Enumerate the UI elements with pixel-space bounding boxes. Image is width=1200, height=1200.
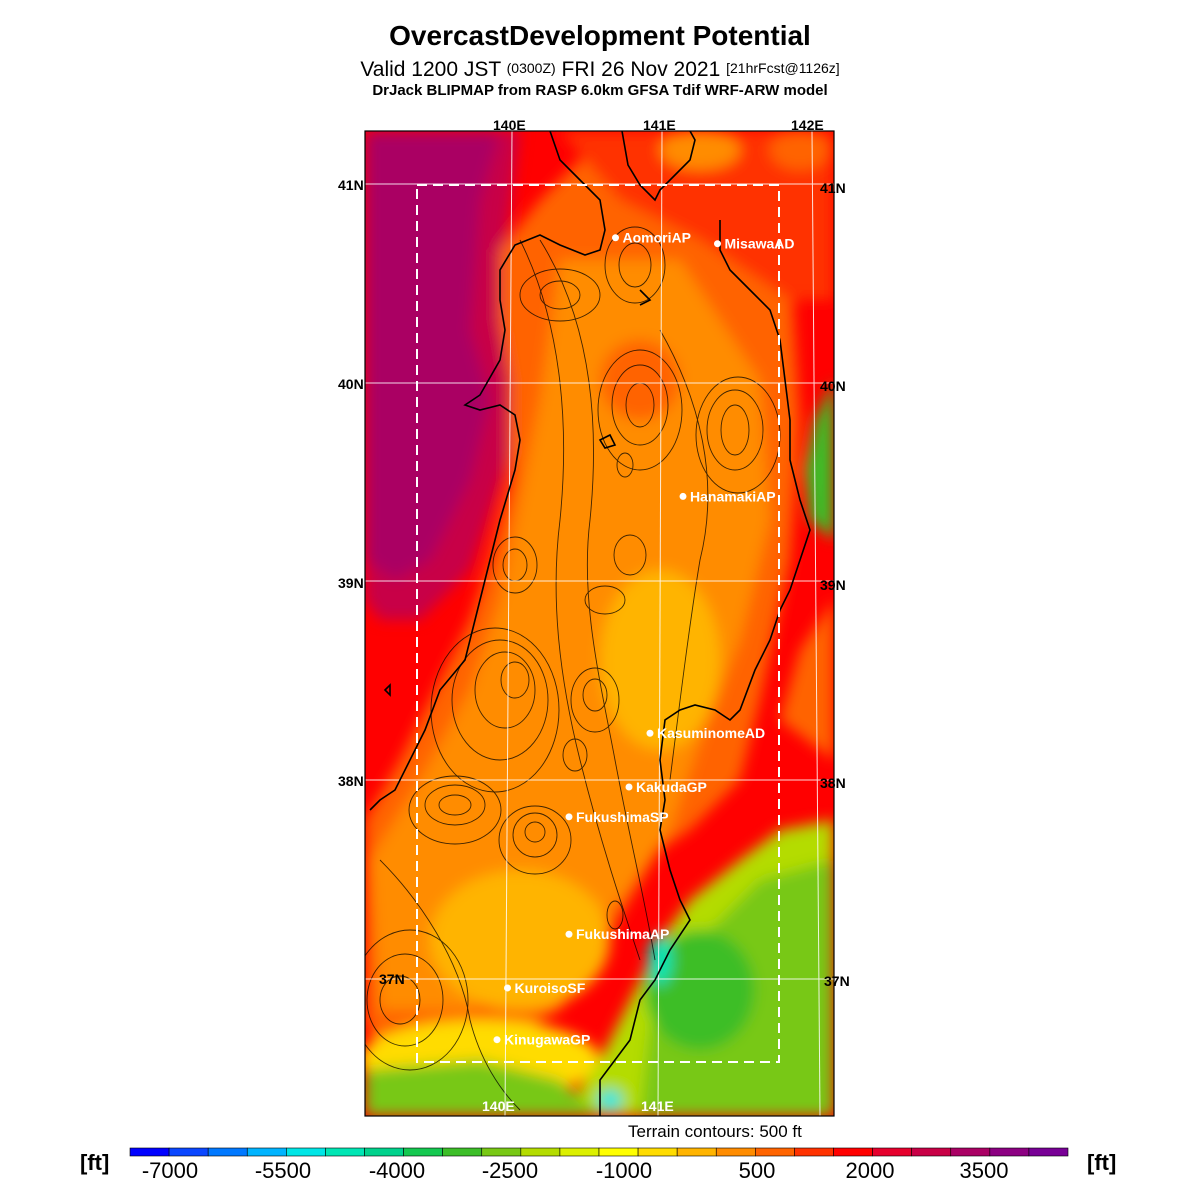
colorbar-swatch [637,1147,678,1157]
site-label: KasuminomeAD [657,725,765,741]
site-label: HanamakiAP [690,488,776,504]
colorbar-swatch [442,1147,483,1157]
lat-label-left-41: 41N [338,177,364,193]
field-patch-orange4 [600,340,680,420]
colorbar-label: 2000 [845,1158,895,1183]
colorbar [129,1147,1069,1157]
coastline [369,131,811,1116]
valid-utc: (0300Z) [506,60,556,76]
model-line: DrJack BLIPMAP from RASP 6.0km GFSA Tdif… [372,82,828,99]
map-title: OvercastDevelopment Potential [389,20,811,51]
colorbar-unit-right: [ft] [1087,1150,1117,1175]
field-n-redorange [560,131,834,300]
colorbar-swatch [325,1147,365,1157]
colorbar-swatch [676,1147,717,1157]
colorbar-swatch [246,1147,287,1157]
colorbar-swatch [598,1147,639,1157]
lon-label-top-141: 141E [643,117,676,133]
inner-domain-box [416,184,780,1063]
colorbar-swatch [168,1147,209,1157]
field-s-green [365,1060,600,1116]
colorbar-swatch [481,1147,522,1157]
lat-label-left-37: 37N [379,971,405,987]
lon-label-bottom-140: 140E [482,1098,515,1114]
colorbar-swatch [989,1147,1030,1157]
site-marker [646,729,654,737]
site-label: AomoriAP [623,230,691,246]
site-label: FukushimaAP [576,926,669,942]
colorbar-label: -2500 [481,1158,539,1183]
colorbar-swatch [559,1147,600,1157]
colorbar-label: -7000 [141,1158,199,1183]
field-se-cyan [648,935,672,985]
map-frame [364,130,835,1117]
site-label: FukushimaSP [576,809,669,825]
field-se-darkgreen [645,930,755,1050]
field-e-green [805,380,834,540]
site-marker [679,492,687,500]
map-field: AomoriAP MisawaAD HanamakiAP KasuminomeAD Ka… [365,131,834,1116]
site-marker [612,234,619,242]
colorbar-label: 500 [738,1158,776,1183]
colorbar-swatch [715,1147,756,1157]
site-label: KuroisoSF [515,980,586,996]
colorbar-swatch [872,1147,912,1157]
lat-label-left-39: 39N [338,575,364,591]
colorbar-swatch [520,1147,561,1157]
forecast-info: [21hrFcst@1126z] [726,60,840,76]
lat-label-right-38: 38N [820,775,846,791]
field-patch-yellow2 [430,870,610,1010]
lat-label-right-40: 40N [820,378,846,394]
colorbar-swatch [1028,1147,1069,1157]
field-ne-orange [770,131,830,170]
colorbar-swatch [286,1147,326,1157]
site-label: MisawaAD [725,236,795,252]
field-n-orange [660,131,740,170]
site-marker [565,813,573,821]
lon-label-top-140: 140E [493,117,526,133]
lat-label-right-37: 37N [824,973,850,989]
lat-label-left-38: 38N [338,773,364,789]
terrain-contours [365,226,781,1111]
colorbar-label: -1000 [595,1158,653,1183]
colorbar-swatch [129,1147,170,1157]
colorbar-swatch [364,1147,404,1157]
lat-label-left-40: 40N [338,376,364,392]
valid-time-line: Valid 1200 JST (0300Z) FRI 26 Nov 2021 [… [0,58,1200,82]
lat-lon-grid [365,131,834,1116]
site-marker [493,1036,501,1044]
site-marker [625,783,633,791]
colorbar-swatch [833,1147,873,1157]
site-marker [565,930,573,938]
site-label: KakudaGP [636,779,707,795]
colorbar-label: -4000 [368,1158,426,1183]
colorbar-swatch [950,1147,991,1157]
field-e-orange [780,600,834,760]
colorbar-label: -5500 [254,1158,312,1183]
colorbar-swatch [403,1147,443,1157]
terrain-contour-note: Terrain contours: 500 ft [628,1122,802,1141]
field-s-cyan [598,1090,622,1110]
lon-label-bottom-141: 141E [641,1098,674,1114]
site-markers: AomoriAP MisawaAD HanamakiAP KasuminomeAD Ka… [493,230,795,1048]
site-marker [504,984,511,992]
valid-prefix: Valid 1200 JST [360,58,501,81]
field-darkcrimson [365,131,500,580]
lon-label-top-142: 142E [791,117,824,133]
lat-label-right-39: 39N [820,577,846,593]
colorbar-swatch [207,1147,248,1157]
colorbar-unit-left: [ft] [80,1150,110,1175]
lat-label-right-41: 41N [820,180,846,196]
colorbar-swatch [794,1147,834,1157]
colorbar-label: 3500 [959,1158,1009,1183]
colorbar-swatch [911,1147,952,1157]
site-marker [714,240,721,248]
colorbar-swatch [755,1147,795,1157]
site-label: KinugawaGP [504,1032,590,1048]
valid-date: FRI 26 Nov 2021 [561,58,721,81]
